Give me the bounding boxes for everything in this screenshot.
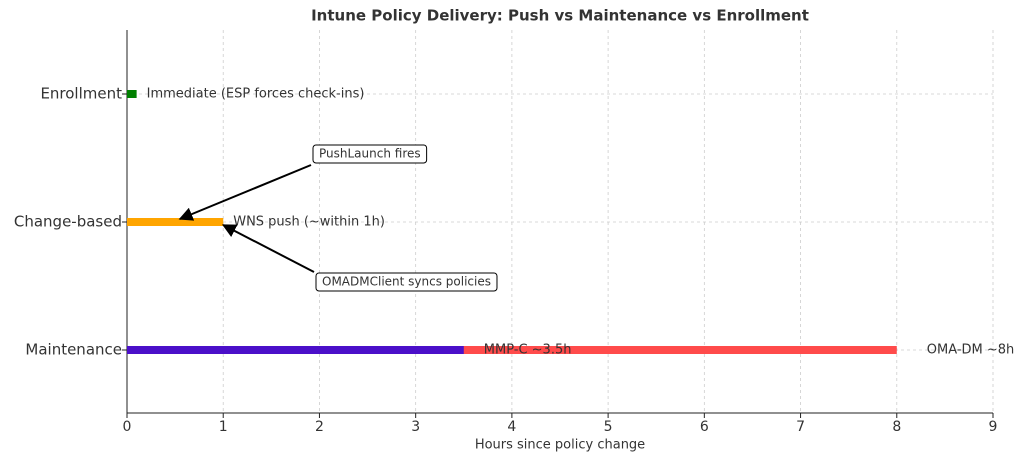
annotation-arrow [221, 224, 315, 273]
x-tick-label: 3 [411, 419, 420, 435]
chart-title: Intune Policy Delivery: Push vs Maintena… [311, 7, 809, 25]
y-tick-label: Maintenance [25, 341, 122, 359]
x-tick-label: 5 [604, 419, 613, 435]
annotation-box [315, 272, 498, 292]
annotation-text: PushLaunch fires [319, 147, 421, 161]
annotation-box [312, 144, 428, 164]
x-tick-label: 0 [123, 419, 132, 435]
bar-label: OMA-DM ~8h [927, 343, 1015, 358]
y-tick-label: Enrollment [40, 85, 122, 103]
annotation-text: OMADMClient syncs policies [322, 275, 491, 289]
bar [127, 346, 897, 354]
bar-label: MMP-C ~3.5h [484, 343, 572, 358]
x-axis-label: Hours since policy change [475, 438, 645, 453]
x-tick-label: 7 [796, 419, 805, 435]
bar [127, 90, 137, 98]
bar [127, 218, 224, 226]
bar-label: WNS push (~within 1h) [233, 215, 385, 230]
x-tick-label: 8 [892, 419, 901, 435]
y-tick-label: Change-based [14, 213, 122, 231]
x-tick-label: 4 [507, 419, 516, 435]
bar [127, 346, 464, 354]
x-tick-label: 1 [219, 419, 228, 435]
bar-label: Immediate (ESP forces check-ins) [147, 87, 365, 102]
annotation-arrow [178, 164, 312, 221]
x-tick-label: 2 [315, 419, 324, 435]
x-tick-label: 9 [989, 419, 998, 435]
x-tick-label: 6 [700, 419, 709, 435]
